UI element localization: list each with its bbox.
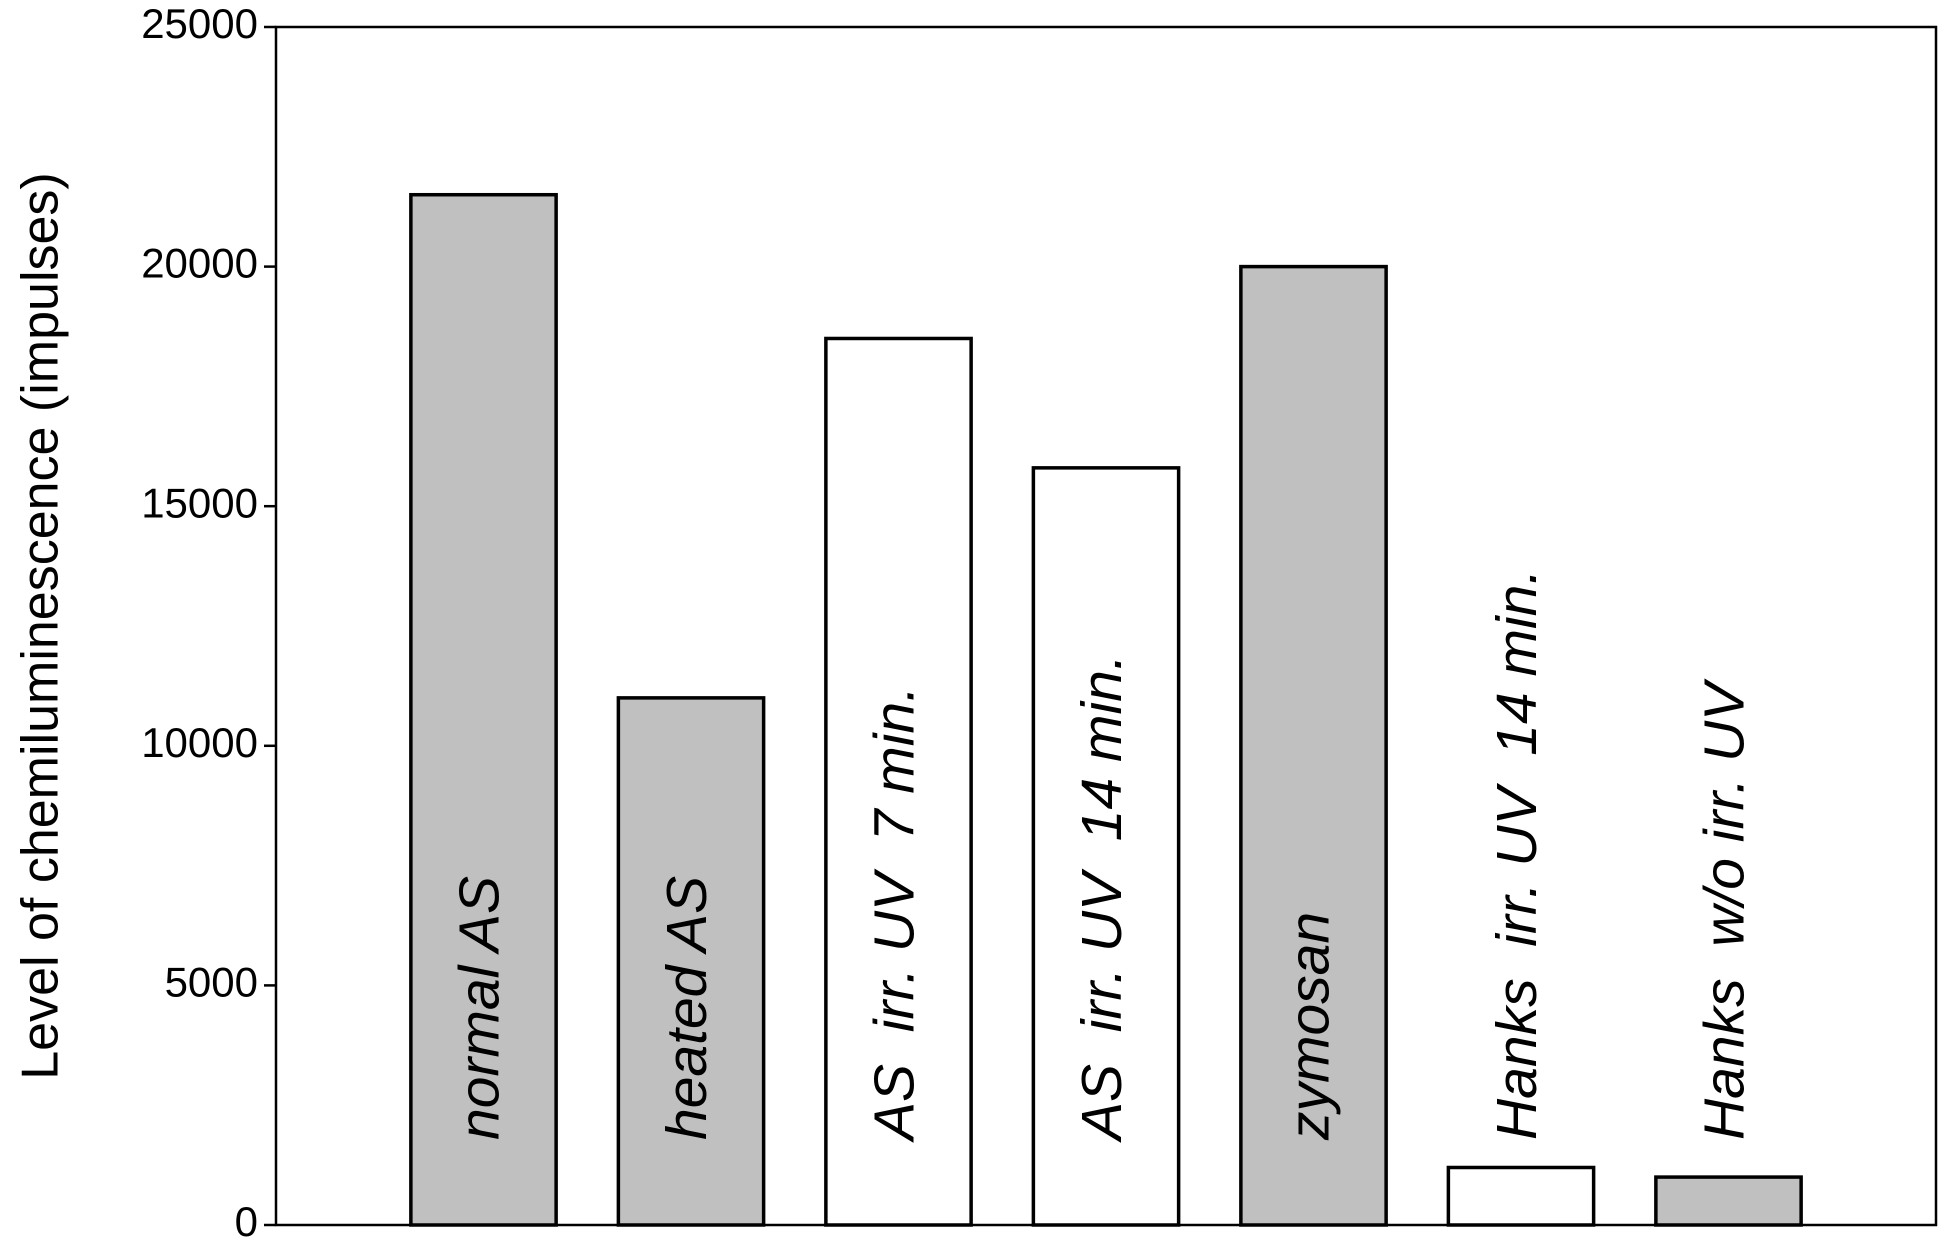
- y-tick-label: 25000: [141, 0, 258, 47]
- bar: [1239, 264, 1388, 1227]
- bar: [1031, 466, 1181, 1227]
- plot-frame: [274, 25, 1938, 1227]
- category-label: normal AS: [448, 876, 512, 1140]
- y-tick-label: 20000: [141, 240, 258, 287]
- category-label: AS irr. UV 7 min.: [863, 686, 927, 1143]
- y-tick-label: 5000: [165, 958, 258, 1005]
- bar: [1446, 1165, 1596, 1227]
- bar: [616, 696, 766, 1227]
- y-tick-label: 15000: [141, 479, 258, 526]
- y-tick-label: 0: [235, 1198, 258, 1245]
- category-label: Hanks w/o irr. UV: [1693, 678, 1757, 1140]
- category-label: Hanks irr. UV 14 min.: [1485, 569, 1549, 1140]
- category-label: zymosan: [1278, 912, 1342, 1141]
- y-tick-label: 10000: [141, 719, 258, 766]
- y-axis-label: Level of chemiluminescence (impulses): [12, 172, 70, 1080]
- bar: [1654, 1175, 1803, 1227]
- category-label: AS irr. UV 14 min.: [1070, 654, 1134, 1143]
- bar: [824, 336, 973, 1227]
- category-label: heated AS: [655, 876, 719, 1140]
